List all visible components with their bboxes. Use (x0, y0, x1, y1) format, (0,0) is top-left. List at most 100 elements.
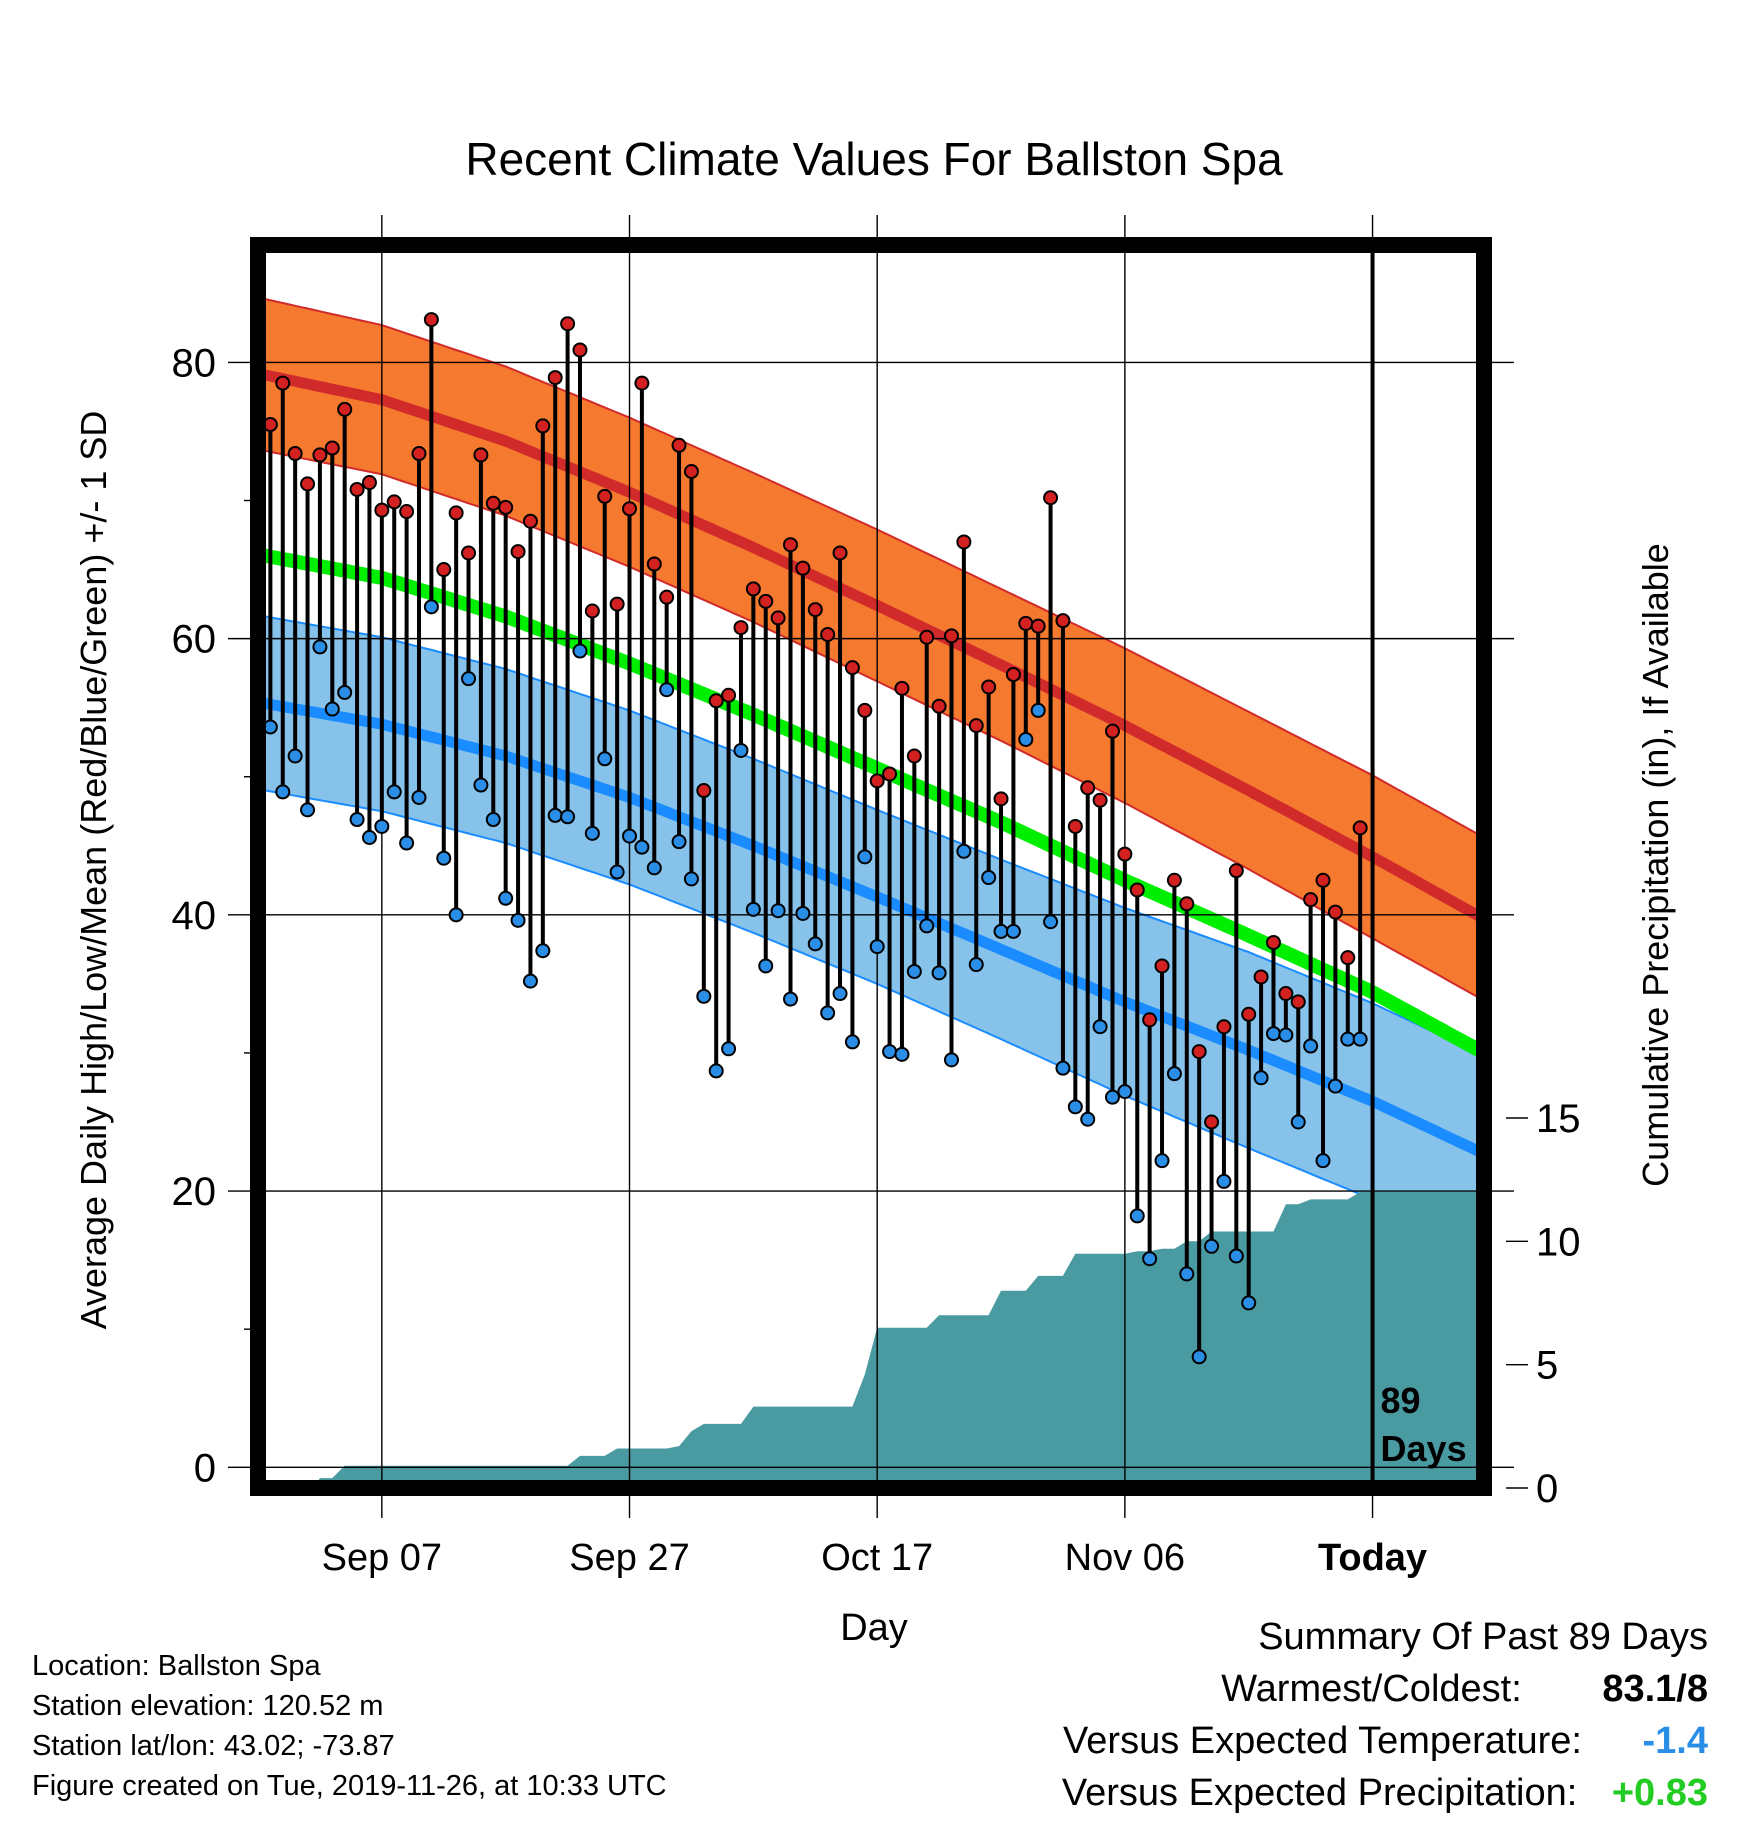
daily-high-point (795, 560, 811, 576)
precip-area (258, 1192, 1484, 1488)
daily-low-point (1092, 1019, 1108, 1035)
daily-low-point (783, 991, 799, 1007)
daily-low-point (1117, 1084, 1133, 1100)
daily-high-point (436, 562, 452, 578)
daily-high-point (696, 783, 712, 799)
daily-high-point (1080, 780, 1096, 796)
y-tick-label: 80 (172, 341, 217, 385)
daily-high-point (1315, 872, 1331, 888)
daily-low-point (696, 988, 712, 1004)
daily-low-point (1204, 1238, 1220, 1254)
daily-high-point (770, 610, 786, 626)
daily-low-point (287, 748, 303, 764)
daily-low-point (869, 939, 885, 955)
daily-high-point (1092, 792, 1108, 808)
today-days-label: Days (1381, 1428, 1467, 1469)
daily-low-point (1327, 1078, 1343, 1094)
low-upper-edge (258, 614, 1484, 1057)
y2-tick-label: 15 (1536, 1097, 1581, 1141)
daily-low-point (337, 684, 353, 700)
daily-high-point (894, 680, 910, 696)
daily-low-point (708, 1063, 724, 1079)
daily-low-point (758, 958, 774, 974)
daily-high-point (1030, 618, 1046, 634)
daily-high-point (733, 620, 749, 636)
latlon-text: Station lat/lon: 43.02; -73.87 (32, 1730, 395, 1762)
daily-high-point (882, 766, 898, 782)
daily-high-point (510, 544, 526, 560)
y-tick-label: 60 (172, 618, 217, 662)
daily-high-point (1340, 950, 1356, 966)
summary-warmest: Warmest/Coldest: 83.1/8 (1221, 1668, 1708, 1711)
daily-low-point (522, 973, 538, 989)
daily-high-point (287, 446, 303, 462)
daily-low-point (461, 671, 477, 687)
daily-high-point (275, 375, 291, 391)
plot-frame (250, 237, 1492, 1496)
daily-low-point (485, 812, 501, 828)
daily-low-point (646, 860, 662, 876)
daily-high-point (646, 556, 662, 572)
high-sd-band (258, 297, 1484, 1001)
daily-low-point (423, 599, 439, 615)
daily-high-point (423, 312, 439, 328)
daily-high-point (485, 495, 501, 511)
daily-low-point (1315, 1153, 1331, 1169)
daily-low-point (1067, 1099, 1083, 1115)
daily-high-point (324, 440, 340, 456)
daily-low-point (411, 789, 427, 805)
created-text: Figure created on Tue, 2019-11-26, at 10… (32, 1770, 667, 1802)
daily-low-point (733, 742, 749, 758)
daily-high-point (869, 773, 885, 789)
daily-low-point (572, 643, 588, 659)
daily-high-point (609, 596, 625, 612)
daily-low-point (374, 818, 390, 834)
daily-low-point (448, 907, 464, 923)
daily-low-point (1352, 1031, 1368, 1047)
daily-high-point (956, 534, 972, 550)
daily-low-point (659, 682, 675, 698)
daily-low-point (1290, 1114, 1306, 1130)
high-normal-line (258, 368, 1484, 924)
daily-high-point (820, 626, 836, 642)
daily-low-point (882, 1044, 898, 1060)
temp-value: -1.4 (1642, 1720, 1708, 1762)
daily-low-point (993, 923, 1009, 939)
daily-high-point (708, 693, 724, 709)
daily-low-point (436, 850, 452, 866)
daily-high-point (807, 602, 823, 618)
daily-high-point (634, 375, 650, 391)
daily-high-point (1216, 1019, 1232, 1035)
daily-low-point (1191, 1349, 1207, 1365)
high-upper-edge (258, 296, 1484, 839)
daily-high-point (832, 545, 848, 561)
daily-high-point (535, 418, 551, 434)
daily-high-point (1228, 863, 1244, 879)
daily-high-point (783, 537, 799, 553)
daily-low-point (609, 864, 625, 880)
daily-high-point (1327, 904, 1343, 920)
daily-high-point (461, 545, 477, 561)
daily-high-point (374, 502, 390, 518)
daily-low-point (832, 986, 848, 1002)
daily-low-point (671, 834, 687, 850)
y-tick-label: 20 (172, 1170, 217, 1214)
daily-low-point (386, 784, 402, 800)
daily-low-point (300, 802, 316, 818)
daily-low-point (906, 963, 922, 979)
daily-high-point (597, 488, 613, 504)
daily-high-point (931, 698, 947, 714)
x-axis-label: Day (840, 1607, 908, 1649)
daily-low-point (795, 905, 811, 921)
daily-high-point (584, 603, 600, 619)
daily-high-point (1204, 1114, 1220, 1130)
daily-low-point (956, 843, 972, 859)
daily-high-point (1241, 1006, 1257, 1022)
daily-high-point (1290, 994, 1306, 1010)
daily-high-point (1142, 1012, 1158, 1028)
daily-low-point (968, 957, 984, 973)
mean-normal-line (258, 547, 1484, 1060)
summary-title: Summary Of Past 89 Days (1258, 1616, 1708, 1658)
daily-low-point (807, 936, 823, 952)
summary-precip: Versus Expected Precipitation: +0.83 (1062, 1772, 1708, 1815)
